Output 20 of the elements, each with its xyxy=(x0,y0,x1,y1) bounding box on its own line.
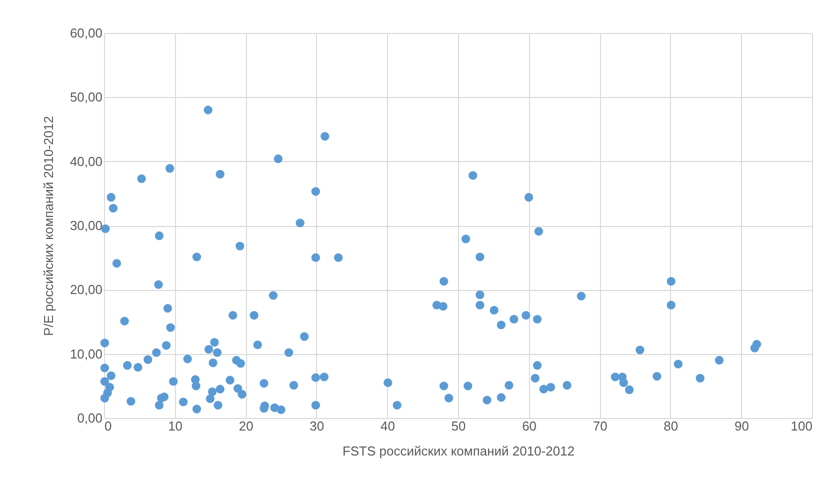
x-tick-label: 40 xyxy=(380,418,395,434)
x-tick-label: 20 xyxy=(238,418,254,434)
y-tick-label: 0,00 xyxy=(77,410,102,426)
x-tick-label: 10 xyxy=(168,418,183,434)
y-tick-label: 50,00 xyxy=(70,90,102,105)
x-tick-label: 0 xyxy=(104,418,112,434)
y-tick-label: 30,00 xyxy=(70,218,102,233)
x-tick-label: 100 xyxy=(790,418,812,434)
x-tick-label: 30 xyxy=(310,418,324,434)
x-tick-label: 50 xyxy=(451,418,466,434)
x-tick-label: 80 xyxy=(664,418,678,434)
y-axis-title: P/E российских компаний 2010-2012 xyxy=(40,116,56,336)
x-tick-label: 90 xyxy=(734,418,749,434)
y-tick-label: 20,00 xyxy=(70,282,102,298)
x-axis-title: FSTS российских компаний 2010-2012 xyxy=(342,444,575,458)
y-tick-label: 10,00 xyxy=(70,346,102,362)
y-tick-label: 40,00 xyxy=(70,154,102,169)
x-tick-label: 60 xyxy=(522,418,537,434)
x-tick-label: 70 xyxy=(592,418,608,434)
y-tick-label: 60,00 xyxy=(70,26,102,40)
